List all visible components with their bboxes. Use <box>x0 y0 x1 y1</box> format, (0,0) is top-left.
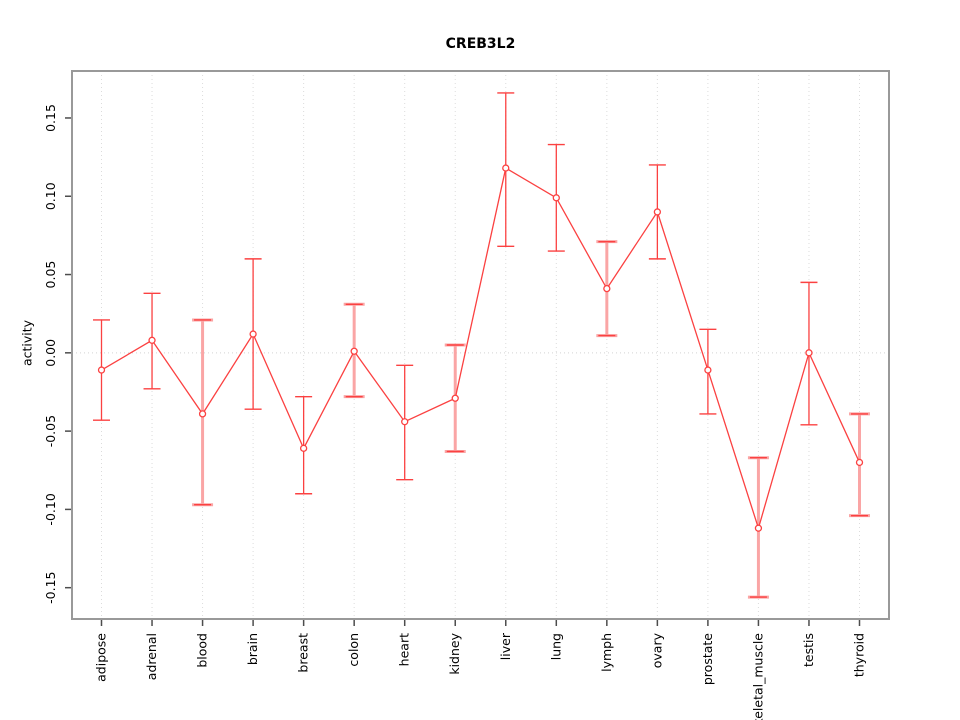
data-point <box>603 284 611 293</box>
x-axis: adipose adrenal blood brain breast colon heart… <box>94 619 867 720</box>
x-tick-label: kidney <box>447 632 462 674</box>
data-points <box>97 164 864 532</box>
data-point <box>805 349 813 357</box>
data-point <box>249 330 257 338</box>
data-point <box>401 418 409 426</box>
data-point <box>148 336 156 344</box>
y-tick-label: -0.10 <box>43 493 58 525</box>
data-point <box>855 458 864 467</box>
data-point <box>754 524 763 532</box>
gridlines <box>72 71 889 619</box>
x-tick-label: lung <box>548 633 563 660</box>
y-tick-label: -0.05 <box>43 415 58 447</box>
y-tick-label: 0.05 <box>43 261 58 289</box>
x-tick-label: adrenal <box>144 633 159 680</box>
x-tick-label: adipose <box>94 633 109 682</box>
plot-frame <box>71 70 890 620</box>
x-tick-label: skeletal_muscle <box>750 633 765 720</box>
x-tick-label: blood <box>195 633 210 668</box>
error-bars <box>93 92 870 599</box>
x-tick-label: lymph <box>599 633 614 672</box>
data-point <box>299 444 308 452</box>
data-point <box>350 347 358 355</box>
y-tick-label: -0.15 <box>43 572 58 604</box>
data-point <box>97 366 106 374</box>
y-tick-label: 0.10 <box>43 182 58 210</box>
data-point <box>552 194 560 202</box>
y-axis: 0.15 0.10 0.05 0.00 -0.05 -0.10 -0.15 <box>43 104 72 604</box>
plot-title: CREB3L2 <box>445 36 516 52</box>
data-point <box>502 164 510 172</box>
x-tick-label: brain <box>245 633 260 665</box>
data-point <box>704 366 712 374</box>
y-tick-label: 0.00 <box>43 339 58 367</box>
data-point <box>653 208 662 216</box>
x-tick-label: testis <box>801 633 816 667</box>
x-tick-label: breast <box>296 633 311 673</box>
series-line <box>101 167 861 531</box>
data-point <box>198 410 207 418</box>
x-tick-label: colon <box>346 633 361 667</box>
x-tick-label: prostate <box>700 633 715 685</box>
x-tick-label: liver <box>498 632 513 660</box>
x-tick-label: ovary <box>649 632 664 668</box>
x-tick-label: heart <box>397 633 412 666</box>
y-tick-label: 0.15 <box>43 104 58 132</box>
data-point <box>451 394 459 402</box>
x-tick-label: thyroid <box>852 633 867 677</box>
